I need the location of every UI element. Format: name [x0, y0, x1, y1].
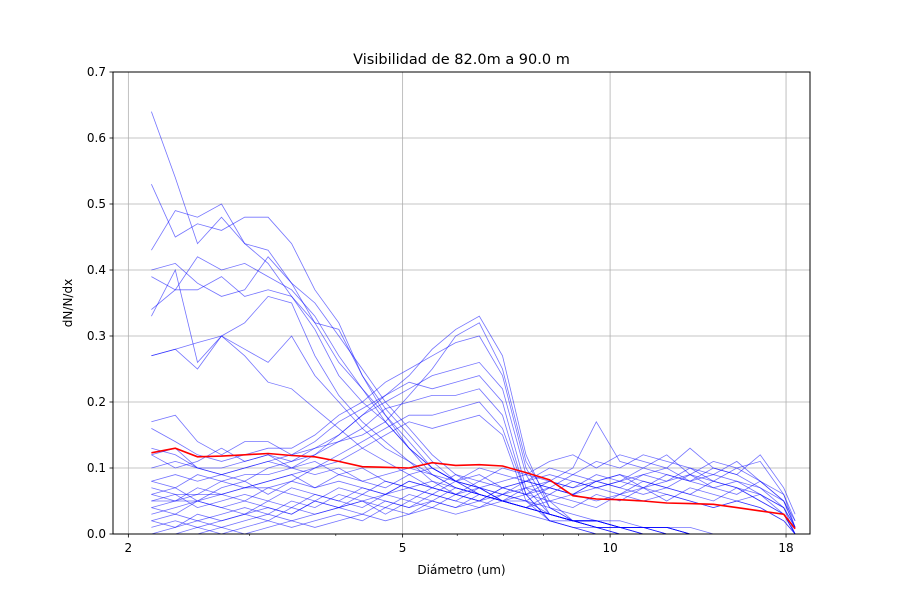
x-axis-title: Diámetro (um) — [417, 563, 505, 577]
y-tick-label: 0.7 — [87, 65, 106, 79]
mean-line — [151, 447, 796, 530]
y-tick-label: 0.3 — [87, 329, 106, 343]
y-tick-label: 0.1 — [87, 461, 106, 475]
y-tick-label: 0.4 — [87, 263, 106, 277]
series-line-25 — [151, 474, 796, 535]
y-tick-label: 0.6 — [87, 131, 106, 145]
mean-layer — [151, 447, 796, 530]
x-tick-label: 10 — [602, 541, 617, 555]
y-tick-label: 0.5 — [87, 197, 106, 211]
y-axis-title: dN/N/dx — [61, 279, 75, 327]
series-line-28 — [151, 487, 796, 535]
x-tick-label: 2 — [125, 541, 133, 555]
chart-title: Visibilidad de 82.0m a 90.0 m — [353, 52, 570, 68]
plot-frame — [112, 71, 811, 535]
y-tick-label: 0.0 — [87, 527, 106, 541]
series-line-30 — [151, 467, 796, 528]
series-line-31 — [151, 460, 796, 528]
ticks: 0.0 0.1 0.2 0.3 0.4 0.5 0.6 0.7 2 5 10 18 — [87, 65, 794, 555]
y-tick-label: 0.2 — [87, 395, 106, 409]
x-tick-label: 5 — [399, 541, 407, 555]
x-tick-label: 18 — [778, 541, 793, 555]
